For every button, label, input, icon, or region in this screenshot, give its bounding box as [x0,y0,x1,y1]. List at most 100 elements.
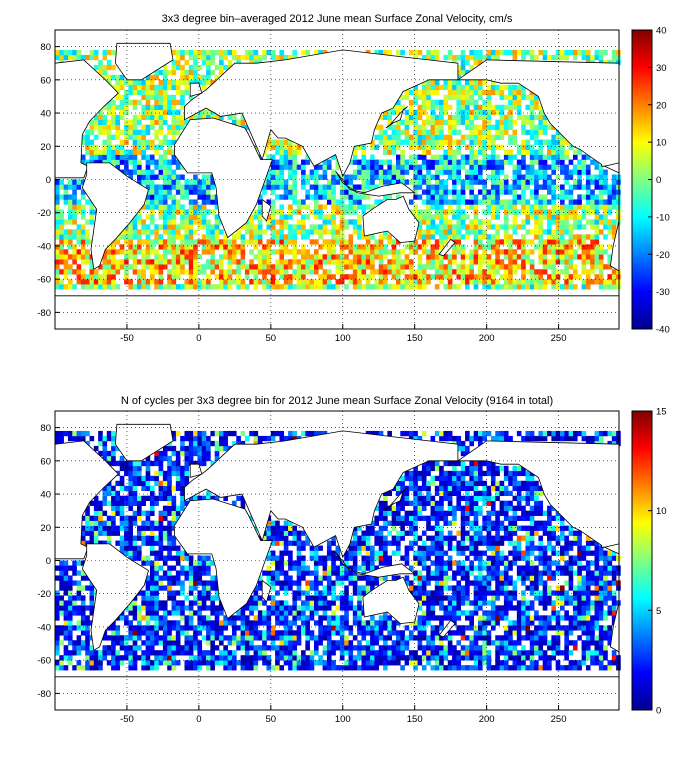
heatmap-cell [253,615,259,621]
heatmap-cell [542,209,548,215]
heatmap-cell [270,585,276,591]
heatmap-cell [188,655,194,661]
heatmap-cell [175,59,181,66]
heatmap-cell [426,129,431,135]
heatmap-cell [516,224,522,230]
heatmap-cell [607,199,613,205]
heatmap-cell [499,164,505,170]
heatmap-cell [400,159,405,165]
heatmap-cell [275,54,280,61]
heatmap-cell [275,249,280,255]
heatmap-cell [551,184,556,190]
heatmap-cell [590,264,595,270]
heatmap-cell [149,84,155,91]
heatmap-cell [434,214,440,220]
heatmap-cell [154,89,159,96]
heatmap-cell [236,635,241,641]
heatmap-cell [149,109,155,116]
heatmap-cell [124,269,129,275]
heatmap-cell [529,605,535,611]
heatmap-cell [201,269,207,275]
heatmap-cell [102,114,108,120]
heatmap-cell [253,239,259,245]
heatmap-cell [240,249,246,255]
heatmap-cell [326,605,332,611]
heatmap-cell [374,124,380,130]
heatmap-cell [594,224,600,230]
heatmap-cell [361,269,367,275]
heatmap-cell [167,139,172,145]
heatmap-cell [486,610,492,616]
heatmap-cell [417,645,423,651]
heatmap-cell [439,615,444,621]
heatmap-cell [102,259,108,265]
heatmap-cell [486,274,492,280]
heatmap-cell [301,625,306,631]
heatmap-cell [503,129,509,135]
heatmap-cell [413,49,418,56]
heatmap-cell [572,605,578,611]
heatmap-cell [240,279,246,285]
heatmap-cell [266,254,272,260]
heatmap-cell [326,630,332,636]
heatmap-cell [490,159,496,165]
heatmap-cell [210,585,216,591]
heatmap-cell [283,655,289,661]
heatmap-cell [219,279,224,285]
heatmap-cell [292,194,298,200]
heatmap-cell [283,269,289,275]
heatmap-cell [223,54,228,61]
heatmap-cell [214,214,220,220]
heatmap-cell [581,655,587,661]
heatmap-cell [456,149,462,155]
heatmap-cell [89,154,95,160]
heatmap-cell [434,144,440,150]
heatmap-cell [124,645,129,651]
heatmap-cell [171,194,177,200]
heatmap-cell [521,650,526,656]
heatmap-cell [430,184,436,190]
heatmap-cell [585,174,591,180]
heatmap-cell [521,144,526,150]
heatmap-cell [370,620,375,626]
heatmap-cell [486,109,492,116]
heatmap-cell [283,194,289,200]
land-outline [438,238,456,257]
heatmap-cell [270,49,276,56]
heatmap-cell [508,650,513,656]
heatmap-cell [413,194,418,200]
heatmap-cell [478,665,483,671]
heatmap-cell [439,204,444,210]
heatmap-cell [456,239,462,245]
heatmap-cell [326,179,332,185]
heatmap-cell [171,249,177,255]
heatmap-cell [400,279,405,285]
heatmap-cell [460,159,466,165]
heatmap-cell [288,224,293,230]
heatmap-cell [469,174,474,180]
heatmap-cell [529,49,535,56]
heatmap-cell [313,209,319,215]
heatmap-cell [469,94,474,101]
heatmap-cell [547,595,552,601]
heatmap-cell [495,605,500,611]
heatmap-cell [421,94,427,101]
heatmap-cell [594,184,600,190]
heatmap-cell [598,164,604,170]
heatmap-cell [577,159,582,165]
heatmap-cell [521,655,526,661]
heatmap-cell [400,94,405,101]
heatmap-cell [223,274,228,280]
heatmap-cell [137,244,142,250]
heatmap-cell [253,144,259,150]
heatmap-cell [486,244,492,250]
heatmap-cell [447,615,453,621]
heatmap-cell [585,49,591,56]
heatmap-cell [292,49,298,56]
heatmap-cell [590,209,595,215]
heatmap-cell [538,124,544,130]
heatmap-cell [378,249,384,255]
heatmap-cell [249,640,254,646]
heatmap-cell [283,620,289,626]
heatmap-cell [240,239,246,245]
